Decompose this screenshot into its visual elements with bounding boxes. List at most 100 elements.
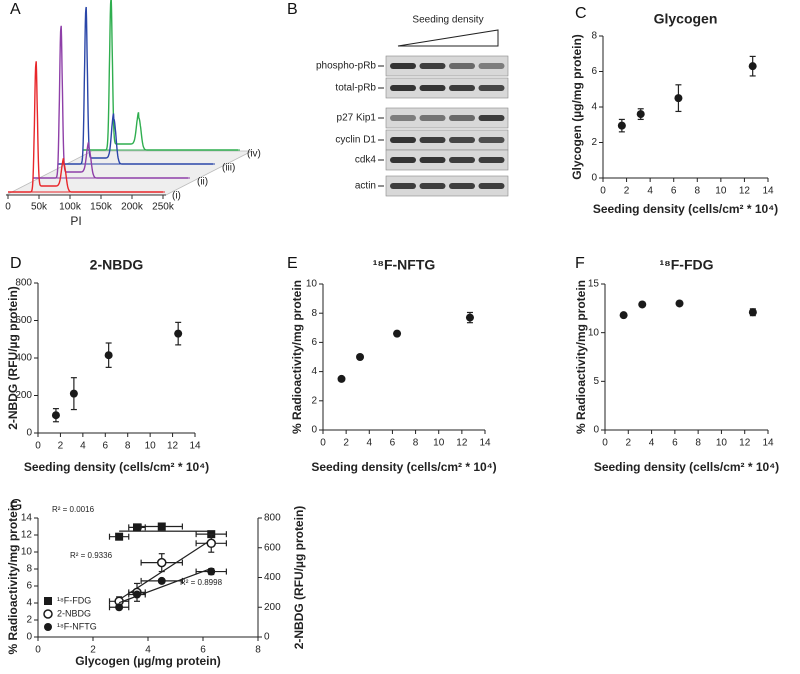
y2-tick-label: 800 xyxy=(264,513,281,524)
point xyxy=(356,353,365,361)
blot-strip xyxy=(385,55,509,77)
series-label: (i) xyxy=(172,191,181,202)
band xyxy=(390,157,416,163)
y2-tick-label: 0 xyxy=(264,632,270,643)
row-label: cyclin D1 xyxy=(335,135,376,146)
band xyxy=(449,157,475,163)
band xyxy=(449,183,475,189)
x-tick-label: 14 xyxy=(189,441,201,452)
x-tick-label: 2 xyxy=(343,438,349,449)
row-label: actin xyxy=(355,181,376,192)
blot-strip xyxy=(385,149,509,171)
y-tick-label: 0 xyxy=(593,425,599,436)
x-tick-label: 10 xyxy=(145,441,157,452)
x-axis-label: Seeding density (cells/cm² * 10⁴) xyxy=(593,202,778,216)
x-tick-label: 10 xyxy=(715,186,727,197)
band xyxy=(449,63,475,69)
y2-tick-label: 600 xyxy=(264,542,281,553)
y-tick-label: 5 xyxy=(593,376,599,387)
band xyxy=(419,115,446,121)
x-tick-label: 8 xyxy=(695,438,701,449)
point xyxy=(393,329,402,338)
y-tick-label: 0 xyxy=(311,425,317,436)
x-tick-label: 6 xyxy=(103,441,109,452)
x-axis-label: Glycogen (µg/mg protein) xyxy=(75,654,221,668)
point xyxy=(748,62,757,71)
x-tick-label: 2 xyxy=(624,186,630,197)
point xyxy=(636,110,645,119)
legend-marker xyxy=(44,623,52,631)
y2-tick-label: 200 xyxy=(264,602,281,613)
band xyxy=(478,137,505,143)
y-tick-label: 6 xyxy=(26,581,32,592)
legend-label: ¹⁸F-NFTG xyxy=(57,621,97,631)
point xyxy=(157,576,166,585)
x-tick-label: 12 xyxy=(456,438,468,449)
band xyxy=(478,115,505,121)
x-tick-label: 6 xyxy=(200,645,206,656)
point xyxy=(206,538,216,549)
band xyxy=(478,85,505,91)
panel-letter: A xyxy=(10,1,21,18)
panel-letter: C xyxy=(575,5,587,22)
y-tick-label: 0 xyxy=(26,632,32,643)
x-tick-label: 0 xyxy=(320,438,326,449)
x-tick-label: 12 xyxy=(739,186,751,197)
point xyxy=(619,311,628,320)
x-tick-label: 0 xyxy=(35,645,41,656)
x-tick-label: 8 xyxy=(255,645,261,656)
x-tick-label: 2 xyxy=(90,645,96,656)
panel-letter: E xyxy=(287,255,298,272)
x-tick-label: 6 xyxy=(390,438,396,449)
x-tick-label: 4 xyxy=(649,438,655,449)
point xyxy=(115,532,124,541)
x-tick-label: 10 xyxy=(716,438,728,449)
y-tick-label: 12 xyxy=(21,530,33,541)
y-tick-label: 4 xyxy=(311,366,317,377)
y-tick-label: 14 xyxy=(21,513,33,524)
legend-marker xyxy=(44,597,52,605)
x-tick-label: 8 xyxy=(125,441,131,452)
y-tick-label: 0 xyxy=(591,173,597,184)
chart-title: Glycogen xyxy=(654,11,718,27)
fit-label: R² = 0.9336 xyxy=(70,551,113,560)
series-label: (ii) xyxy=(197,177,208,188)
x-tick-label: 250k xyxy=(152,202,175,213)
fit-label: R² = 0.0016 xyxy=(52,505,95,514)
x-axis-label: Seeding density (cells/cm² * 10⁴) xyxy=(24,460,209,474)
y2-tick-label: 400 xyxy=(264,572,281,583)
x-tick-label: 14 xyxy=(479,438,491,449)
chart-title: 2-NBDG xyxy=(90,257,144,273)
point xyxy=(465,313,474,322)
panel-letter: B xyxy=(287,1,298,18)
point xyxy=(104,351,113,360)
band xyxy=(419,137,446,143)
x-tick-label: 2 xyxy=(58,441,64,452)
y-tick-label: 10 xyxy=(306,279,318,290)
x-tick-label: 6 xyxy=(672,438,678,449)
y-tick-label: 2 xyxy=(591,137,597,148)
x-tick-label: 50k xyxy=(31,202,48,213)
y-tick-label: 400 xyxy=(15,353,32,364)
band xyxy=(390,85,416,91)
band xyxy=(390,63,416,69)
y-tick-label: 6 xyxy=(311,337,317,348)
point xyxy=(157,557,167,568)
y-axis-label: % Radioactivity/mg protein xyxy=(574,280,588,434)
series-label: (iii) xyxy=(222,163,235,174)
x-tick-label: 14 xyxy=(762,186,774,197)
x-tick-label: 8 xyxy=(695,186,701,197)
histogram-curve xyxy=(33,25,188,179)
y-tick-label: 4 xyxy=(26,598,32,609)
row-label: total-pRb xyxy=(335,83,376,94)
x-tick-label: 8 xyxy=(413,438,419,449)
floor xyxy=(5,150,253,196)
band xyxy=(449,137,475,143)
x-tick-label: 4 xyxy=(647,186,653,197)
point xyxy=(133,590,141,599)
blot-title: Seeding density xyxy=(412,15,483,26)
series-label: (iv) xyxy=(247,149,261,160)
legend-label: 2-NBDG xyxy=(57,608,91,618)
x-tick-label: 2 xyxy=(626,438,632,449)
